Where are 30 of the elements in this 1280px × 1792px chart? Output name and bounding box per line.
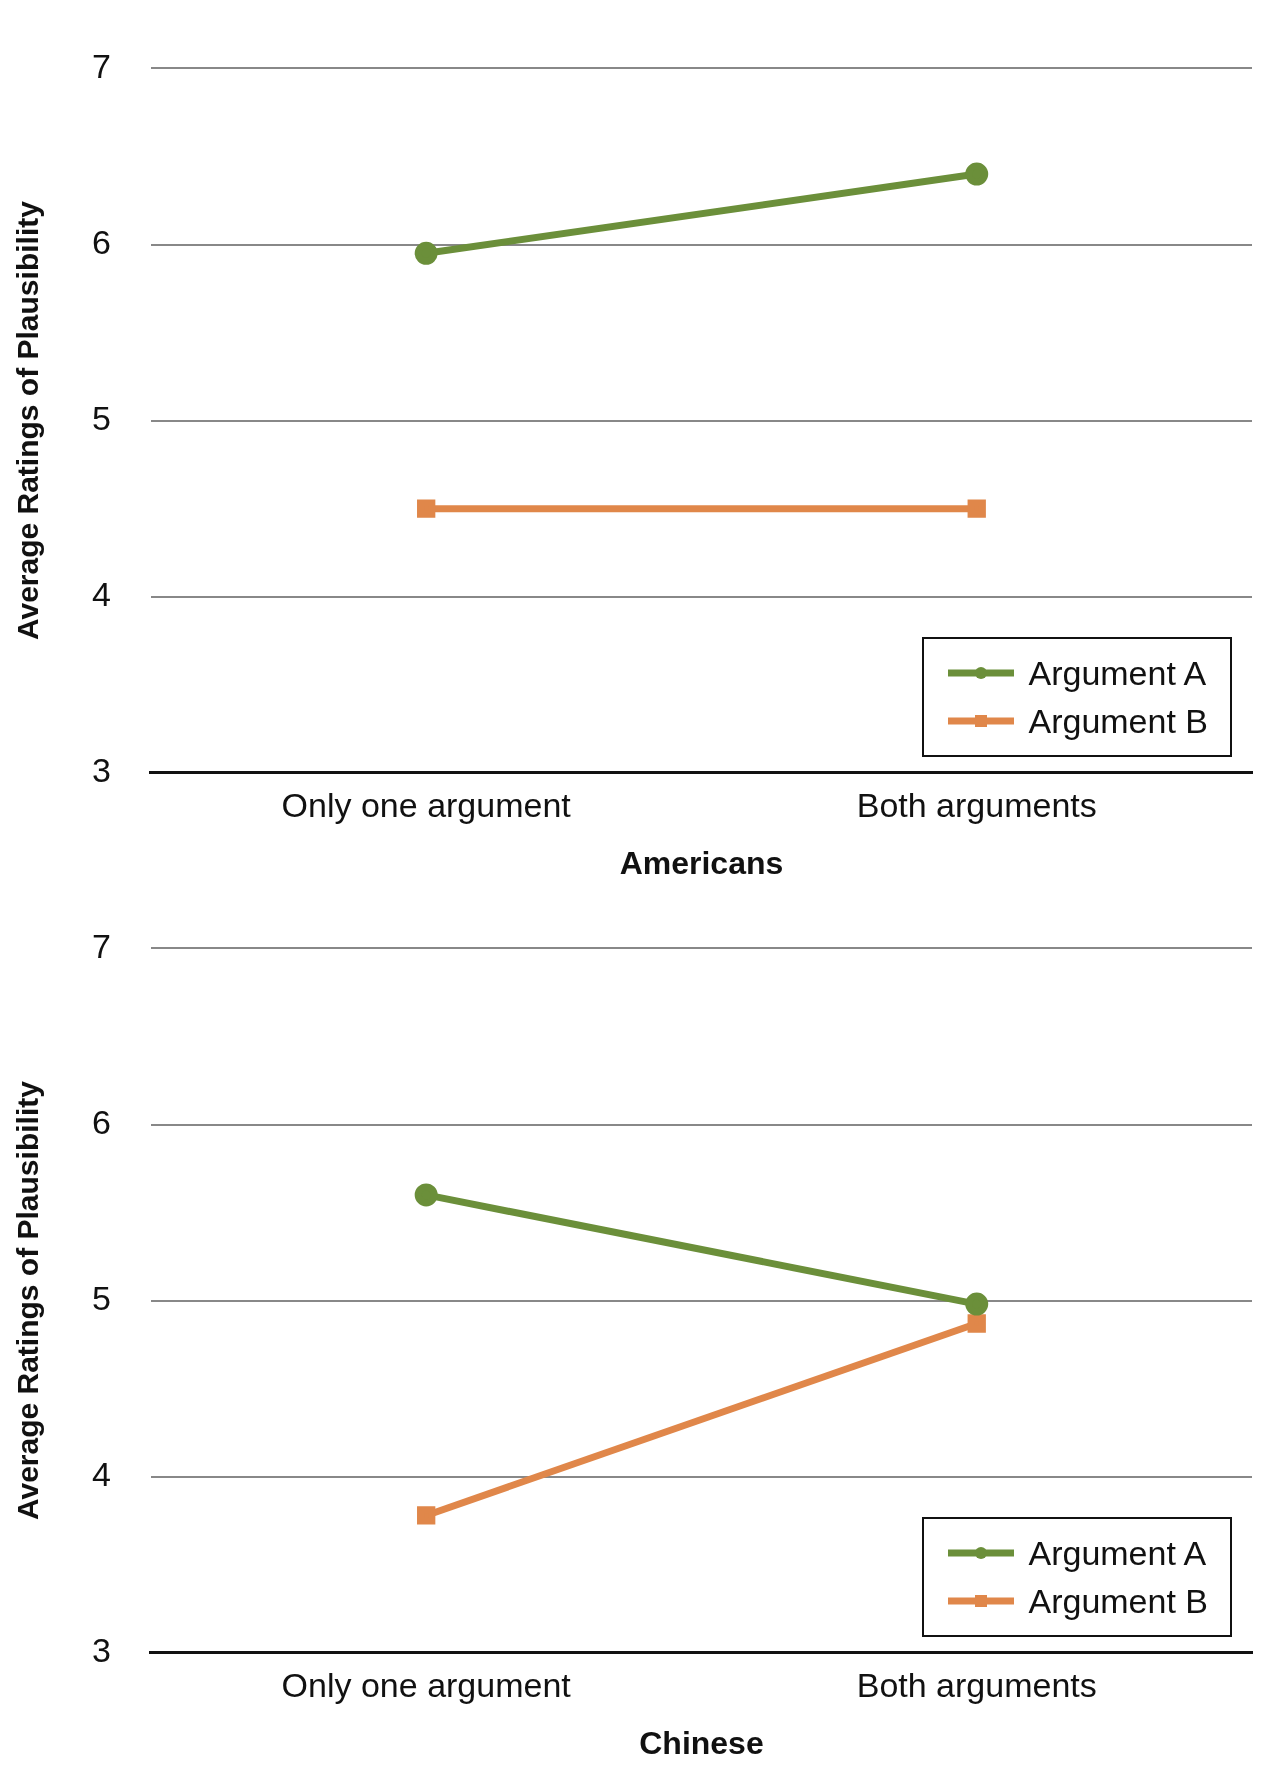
x-tick-label: Both arguments: [856, 1665, 1097, 1704]
y-tick-label: 5: [91, 398, 111, 437]
y-tick-label: 4: [91, 575, 111, 614]
x-axis-title: Americans: [619, 844, 784, 881]
y-tick-label: 3: [91, 1631, 111, 1670]
x-axis-title: Chinese: [639, 1724, 764, 1761]
y-tick-label: 6: [91, 1102, 111, 1141]
point: [414, 1183, 438, 1207]
legend-label: Argument B: [1028, 700, 1208, 742]
x-tick-label: Both arguments: [856, 785, 1097, 824]
point: [967, 1314, 986, 1333]
y-tick-label: 6: [91, 222, 111, 261]
y-tick-label: 7: [91, 926, 111, 965]
x-tick-label: Only one argument: [281, 785, 572, 824]
y-tick-label: 4: [91, 1455, 111, 1494]
point: [417, 499, 436, 518]
x-tick-label: Only one argument: [281, 1665, 572, 1704]
point: [965, 1292, 989, 1316]
legend-label: Argument B: [1028, 1580, 1208, 1622]
point: [417, 1506, 436, 1525]
y-tick-label: 3: [91, 751, 111, 790]
y-tick-label: 5: [91, 1278, 111, 1317]
legend-label: Argument A: [1028, 652, 1207, 694]
y-axis-title: Average Ratings of Plausibility: [11, 200, 45, 641]
point: [965, 162, 989, 186]
point: [967, 499, 986, 518]
y-axis-title: Average Ratings of Plausibility: [11, 1080, 45, 1521]
y-tick-label: 7: [91, 46, 111, 85]
legend-label: Argument A: [1028, 1532, 1207, 1574]
point: [414, 241, 438, 265]
